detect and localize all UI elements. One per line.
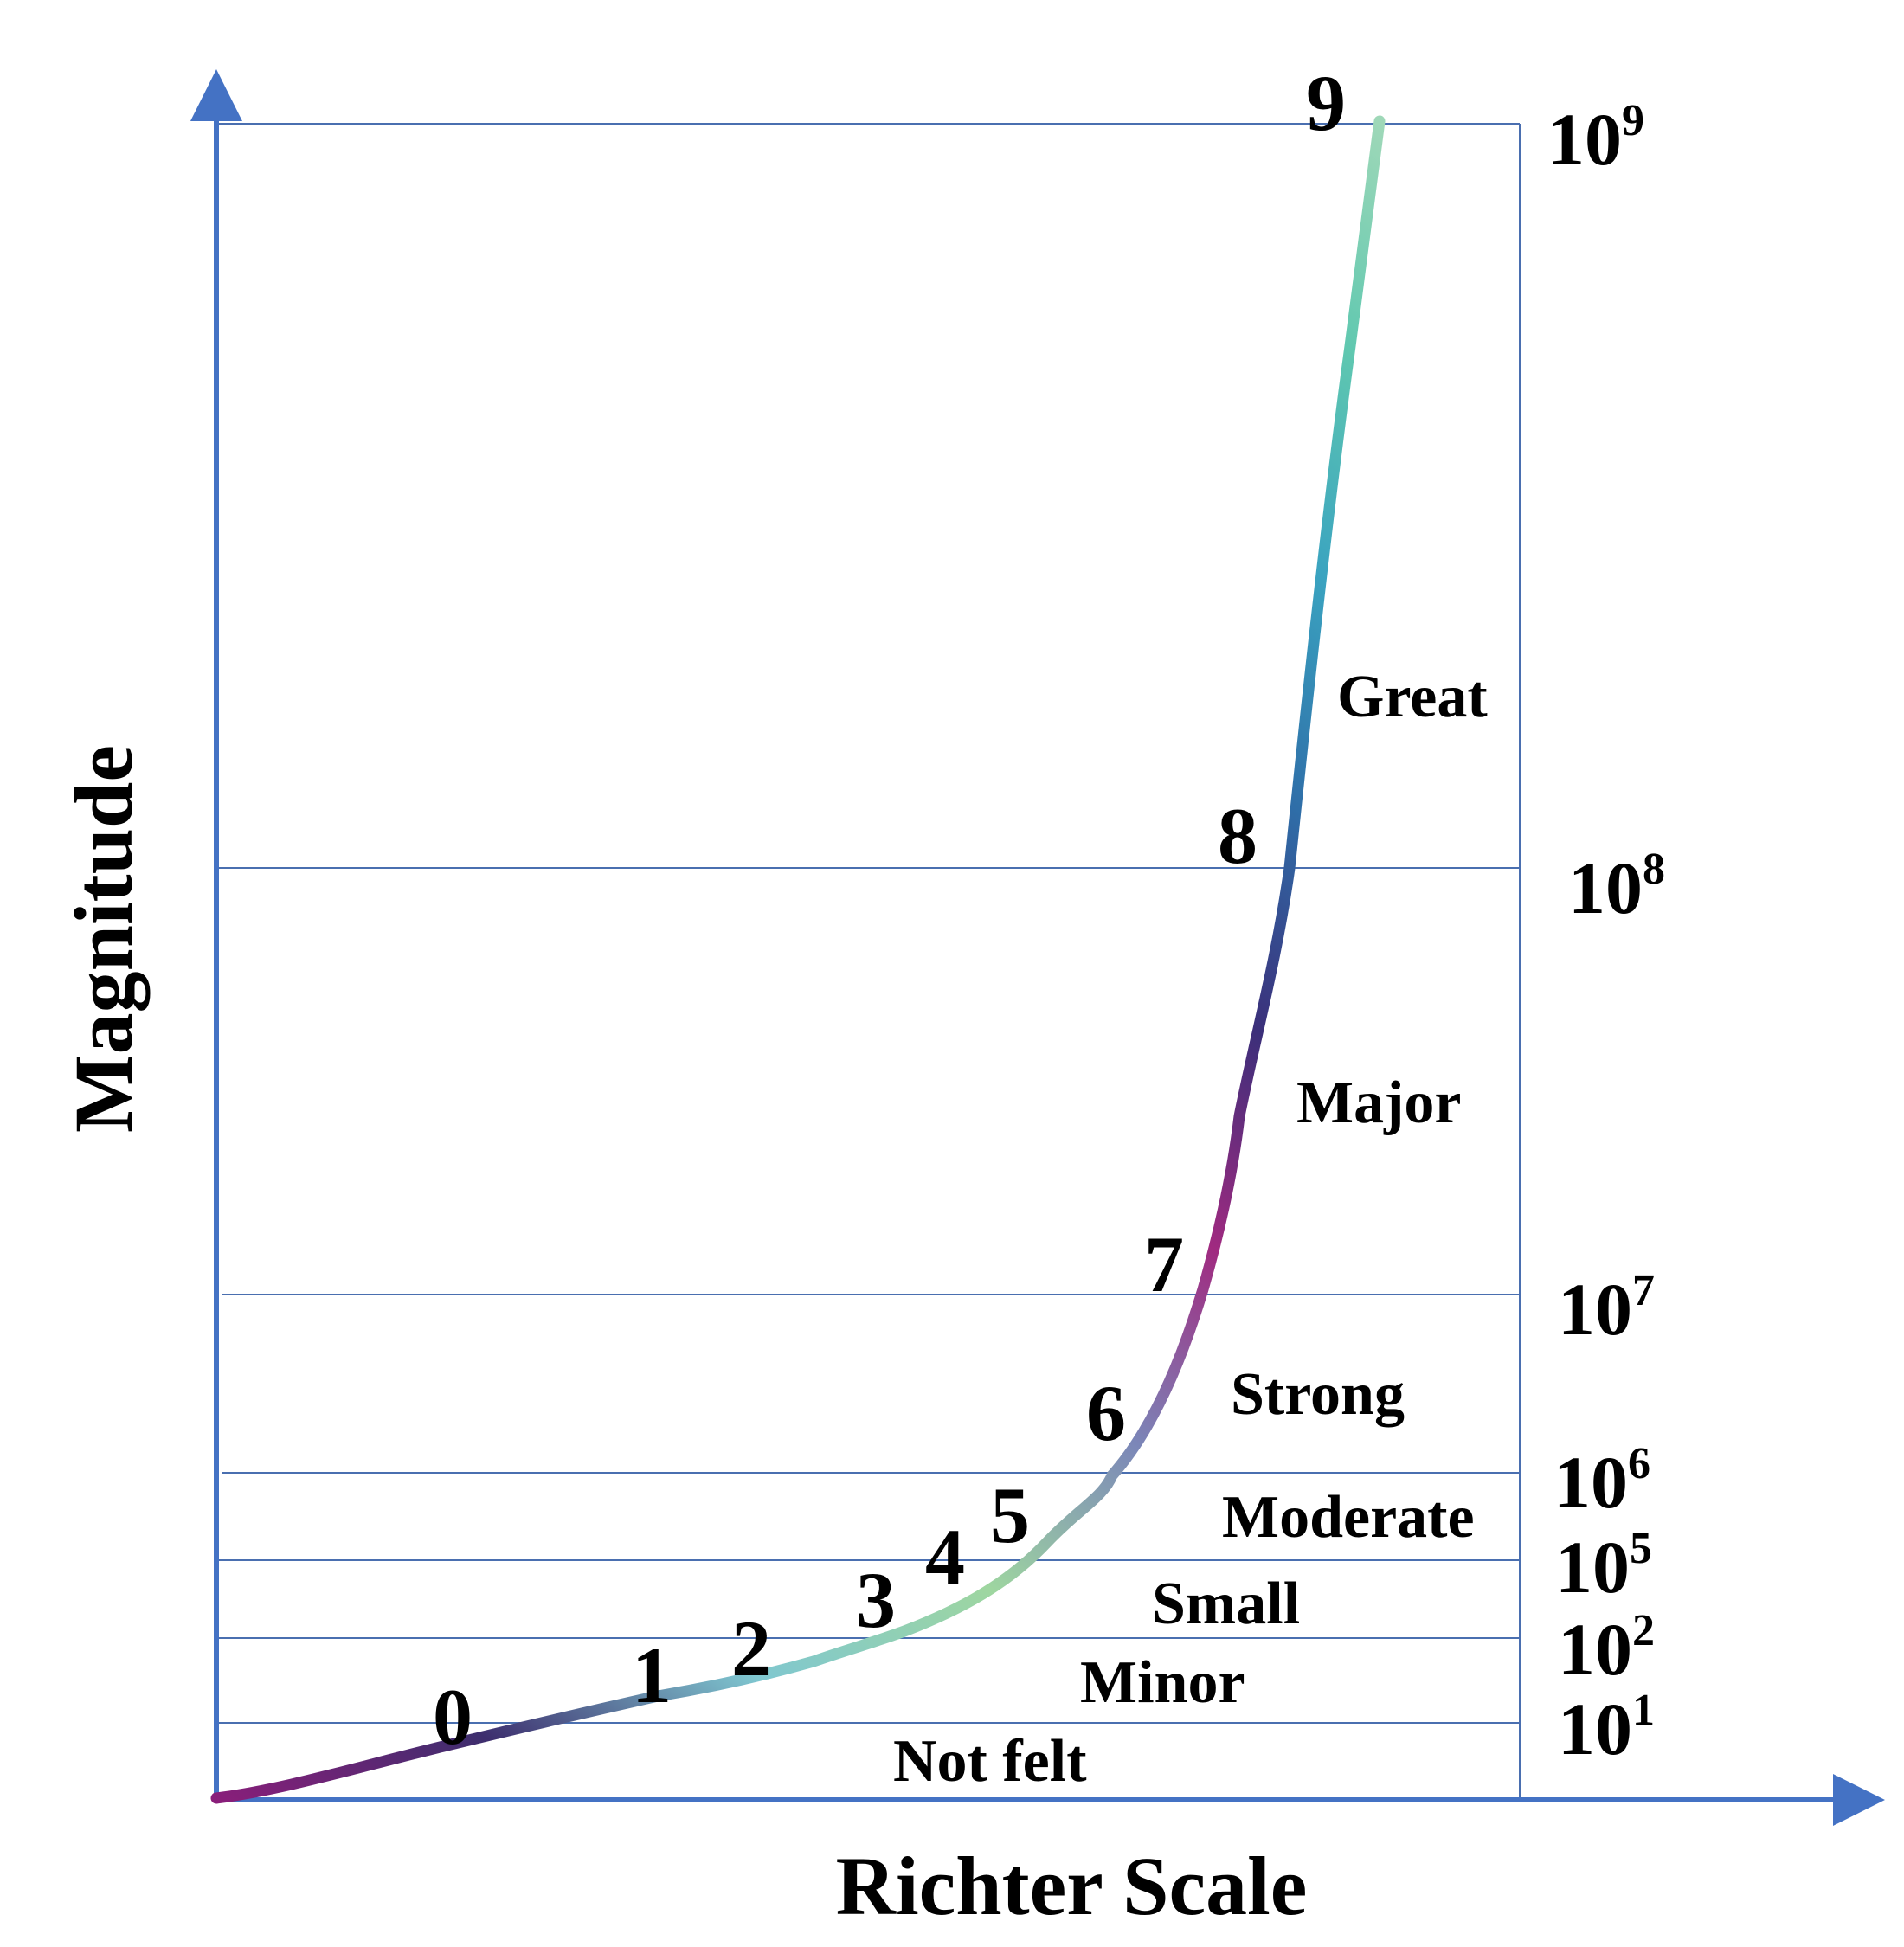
power-labels: 109 108 107 106 105 102 101 bbox=[1547, 96, 1665, 1770]
richter-curve bbox=[210, 115, 1386, 1804]
power-label-10-5: 105 bbox=[1555, 1524, 1652, 1609]
scale-number-7: 7 bbox=[1144, 1220, 1184, 1308]
power-label-10-2: 102 bbox=[1558, 1606, 1655, 1691]
category-small: Small bbox=[1152, 1571, 1300, 1637]
scale-number-4: 4 bbox=[925, 1513, 965, 1601]
category-moderate: Moderate bbox=[1222, 1484, 1475, 1551]
scale-number-6: 6 bbox=[1086, 1369, 1126, 1457]
y-axis-label: Magnitude bbox=[57, 745, 150, 1133]
category-not-felt: Not felt bbox=[893, 1728, 1087, 1795]
power-label-10-1: 101 bbox=[1558, 1686, 1655, 1770]
power-label-10-8: 108 bbox=[1568, 845, 1665, 929]
scale-numbers: 0 1 2 3 4 5 6 7 8 9 bbox=[433, 59, 1346, 1761]
category-strong: Strong bbox=[1231, 1361, 1405, 1428]
scale-number-1: 1 bbox=[632, 1631, 672, 1719]
x-axis-label: Richter Scale bbox=[836, 1840, 1308, 1932]
category-minor: Minor bbox=[1080, 1649, 1245, 1716]
power-label-10-6: 106 bbox=[1553, 1439, 1650, 1524]
scale-number-8: 8 bbox=[1218, 792, 1258, 880]
scale-number-2: 2 bbox=[731, 1604, 771, 1693]
scale-number-3: 3 bbox=[856, 1556, 896, 1644]
power-label-10-9: 109 bbox=[1547, 96, 1644, 181]
scale-number-5: 5 bbox=[990, 1471, 1030, 1559]
category-great: Great bbox=[1337, 664, 1488, 730]
category-major: Major bbox=[1296, 1070, 1461, 1136]
scale-number-9: 9 bbox=[1306, 59, 1346, 147]
scale-number-0: 0 bbox=[433, 1673, 473, 1761]
category-labels: Great Major Strong Moderate Small Minor … bbox=[893, 664, 1488, 1795]
power-label-10-7: 107 bbox=[1558, 1266, 1655, 1351]
